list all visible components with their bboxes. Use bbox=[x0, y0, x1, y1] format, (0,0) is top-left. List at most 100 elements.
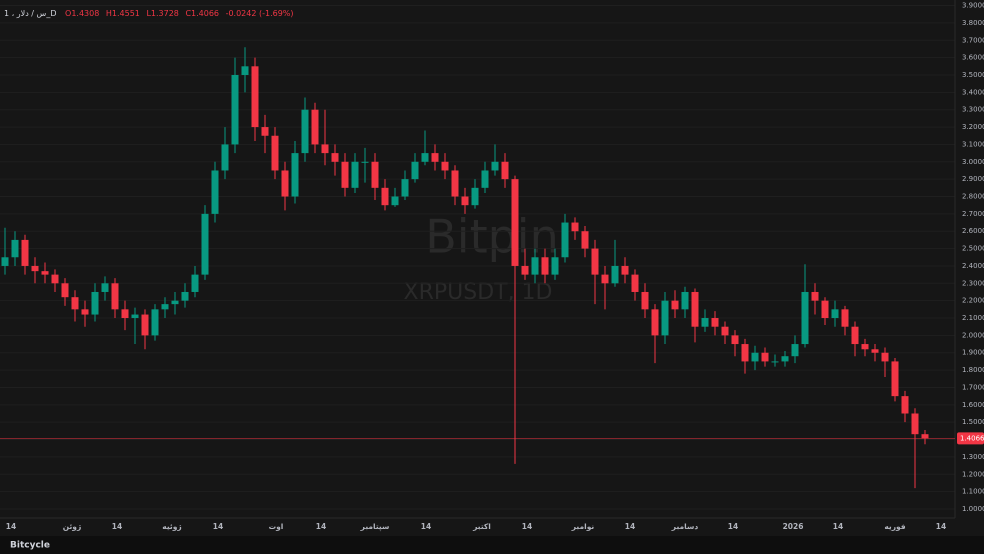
footer-brand: Bitcycle bbox=[10, 541, 50, 551]
y-tick-label: 2.9000 bbox=[962, 175, 984, 183]
candle-body bbox=[201, 213, 209, 275]
x-tick-label: 14 bbox=[213, 522, 223, 531]
candle-body bbox=[891, 361, 899, 397]
ohlc-close: C1.4066 bbox=[185, 9, 219, 18]
x-tick-label: 14 bbox=[728, 522, 738, 531]
candle-body bbox=[421, 153, 429, 162]
x-tick-label: دسامبر bbox=[671, 522, 699, 531]
candle-body bbox=[111, 283, 119, 310]
candle-body bbox=[901, 396, 909, 414]
candle-body bbox=[551, 257, 559, 275]
candle-body bbox=[641, 291, 649, 310]
y-tick-label: 1.9000 bbox=[962, 349, 984, 357]
y-tick-label: 2.2000 bbox=[962, 297, 984, 305]
candle-body bbox=[661, 300, 669, 336]
candle-body bbox=[71, 297, 79, 310]
candle-body bbox=[471, 187, 479, 206]
y-tick-label: 1.1000 bbox=[962, 488, 984, 496]
y-tick-label: 1.0000 bbox=[962, 505, 984, 513]
ohlc-change: -0.0242 (-1.69%) bbox=[226, 9, 294, 18]
candle-body bbox=[181, 291, 189, 301]
candle-body bbox=[631, 274, 639, 292]
y-tick-label: 3.7000 bbox=[962, 36, 984, 44]
candle-body bbox=[481, 170, 489, 188]
x-tick-label: اوت bbox=[269, 522, 284, 531]
candle-body bbox=[781, 356, 789, 362]
candle-body bbox=[771, 361, 779, 363]
candle-body bbox=[211, 170, 219, 214]
candle-body bbox=[11, 239, 19, 258]
candle-body bbox=[691, 291, 699, 327]
y-tick-label: 1.3000 bbox=[962, 453, 984, 461]
candle-body bbox=[21, 239, 29, 266]
candle-body bbox=[621, 265, 629, 275]
candle-body bbox=[271, 135, 279, 171]
candle-body bbox=[831, 309, 839, 319]
candle-body bbox=[861, 344, 869, 350]
x-tick-label: 14 bbox=[625, 522, 635, 531]
candle-body bbox=[381, 187, 389, 206]
x-tick-label: فوریه bbox=[884, 522, 905, 531]
candle-body bbox=[541, 257, 549, 275]
candle-body bbox=[341, 161, 349, 188]
candle-body bbox=[281, 170, 289, 197]
x-tick-label: ژوئن bbox=[63, 522, 82, 531]
candle-body bbox=[511, 179, 519, 266]
candle-body bbox=[151, 309, 159, 336]
grid bbox=[0, 5, 955, 510]
candle-body bbox=[311, 109, 319, 145]
last-price-box bbox=[957, 432, 984, 445]
candle-body bbox=[811, 291, 819, 301]
candle-body bbox=[171, 300, 179, 305]
candle-body bbox=[711, 318, 719, 327]
candle-body bbox=[101, 283, 109, 292]
candle-body bbox=[131, 314, 139, 319]
footer-bar bbox=[0, 536, 984, 554]
candle-body bbox=[591, 248, 599, 275]
y-tick-label: 2.8000 bbox=[962, 193, 984, 201]
x-tick-label: 14 bbox=[522, 522, 532, 531]
x-tick-label: اکتبر bbox=[472, 522, 491, 531]
candles bbox=[1, 47, 929, 489]
candle-body bbox=[721, 326, 729, 336]
y-tick-label: 3.6000 bbox=[962, 54, 984, 62]
x-tick-label: نوامبر bbox=[571, 522, 595, 531]
candle-body bbox=[581, 231, 589, 249]
candle-body bbox=[91, 291, 99, 315]
y-tick-label: 2.3000 bbox=[962, 279, 984, 287]
candle-body bbox=[371, 161, 379, 188]
candle-body bbox=[451, 170, 459, 197]
y-tick-label: 3.2000 bbox=[962, 123, 984, 131]
candle-body bbox=[1, 257, 9, 266]
candle-body bbox=[331, 153, 339, 162]
y-tick-label: 1.7000 bbox=[962, 383, 984, 391]
candle-body bbox=[441, 161, 449, 171]
y-tick-label: 3.1000 bbox=[962, 140, 984, 148]
candle-body bbox=[611, 265, 619, 284]
candle-body bbox=[261, 127, 269, 136]
candle-body bbox=[731, 335, 739, 345]
candle-body bbox=[531, 257, 539, 275]
candle-body bbox=[321, 144, 329, 154]
candle-body bbox=[761, 352, 769, 362]
candle-body bbox=[791, 344, 799, 357]
x-tick-label: 14 bbox=[936, 522, 946, 531]
y-tick-label: 3.3000 bbox=[962, 106, 984, 114]
candle-body bbox=[141, 314, 149, 336]
candle-body bbox=[881, 352, 889, 362]
candle-body bbox=[501, 161, 509, 180]
y-tick-label: 2.6000 bbox=[962, 227, 984, 235]
x-tick-label: 14 bbox=[833, 522, 843, 531]
axes: 1.00001.10001.20001.30001.40001.50001.60… bbox=[0, 2, 984, 531]
y-tick-label: 3.4000 bbox=[962, 88, 984, 96]
candle-body bbox=[401, 179, 409, 197]
candle-body bbox=[821, 300, 829, 319]
x-tick-label: 14 bbox=[112, 522, 122, 531]
candle-body bbox=[231, 74, 239, 145]
y-tick-label: 1.6000 bbox=[962, 401, 984, 409]
candle-body bbox=[671, 300, 679, 310]
symbol: 1 ، س / دلار_D bbox=[4, 9, 56, 18]
x-tick-label: 2026 bbox=[783, 522, 804, 531]
